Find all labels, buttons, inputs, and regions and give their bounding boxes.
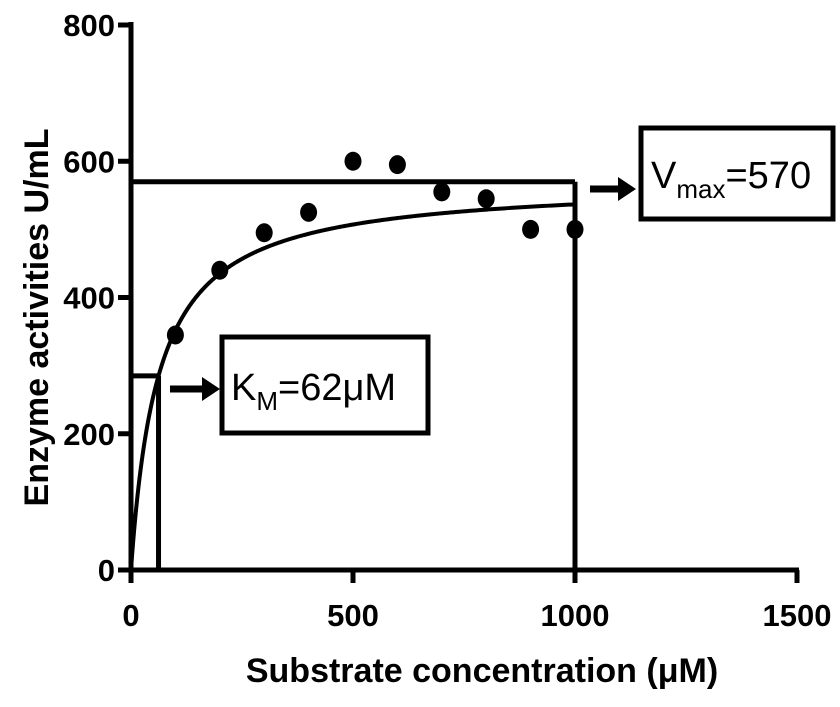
km-value: =62μM bbox=[278, 367, 396, 409]
vmax-annotation: Vmax=570 bbox=[590, 125, 836, 222]
data-point bbox=[344, 151, 362, 171]
vmax-box bbox=[638, 125, 836, 222]
axis-ticks: 0 200 400 600 800 0 500 1000 1500 bbox=[63, 8, 831, 633]
x-tick-label: 1500 bbox=[763, 598, 832, 633]
x-tick-label: 500 bbox=[327, 598, 379, 633]
y-tick-label: 0 bbox=[98, 553, 115, 588]
data-point bbox=[566, 219, 584, 239]
data-point bbox=[166, 325, 184, 345]
vmax-label: Vmax=570 bbox=[651, 155, 811, 204]
km-prefix: K bbox=[231, 367, 256, 409]
y-tick-label: 600 bbox=[63, 144, 115, 179]
michaelis-menten-fit-curve bbox=[129, 202, 576, 571]
data-point bbox=[211, 260, 229, 280]
y-tick-label: 800 bbox=[63, 8, 115, 43]
data-point bbox=[300, 202, 318, 222]
vmax-value: =570 bbox=[725, 155, 811, 197]
km-annotation: KM=62μM bbox=[170, 334, 431, 436]
km-arrow bbox=[170, 377, 220, 401]
x-tick-label: 1000 bbox=[541, 598, 610, 633]
data-points bbox=[166, 151, 584, 345]
x-axis-title: Substrate concentration (μM) bbox=[246, 652, 718, 690]
km-label: KM=62μM bbox=[231, 367, 396, 416]
vmax-arrow bbox=[590, 177, 636, 201]
data-point bbox=[522, 219, 540, 239]
data-point bbox=[255, 223, 273, 243]
y-tick-label: 200 bbox=[63, 417, 115, 452]
reference-lines bbox=[131, 179, 578, 570]
y-axis-title: Enzyme activities U/mL bbox=[18, 129, 56, 507]
vmax-prefix: V bbox=[651, 155, 677, 197]
data-point bbox=[477, 189, 495, 209]
x-tick-label: 0 bbox=[122, 598, 139, 633]
y-tick-label: 400 bbox=[63, 281, 115, 316]
data-point bbox=[388, 155, 406, 175]
data-point bbox=[433, 182, 451, 202]
vmax-subscript: max bbox=[676, 174, 725, 204]
axes bbox=[128, 22, 799, 573]
km-box bbox=[219, 334, 431, 436]
km-subscript: M bbox=[256, 386, 278, 416]
